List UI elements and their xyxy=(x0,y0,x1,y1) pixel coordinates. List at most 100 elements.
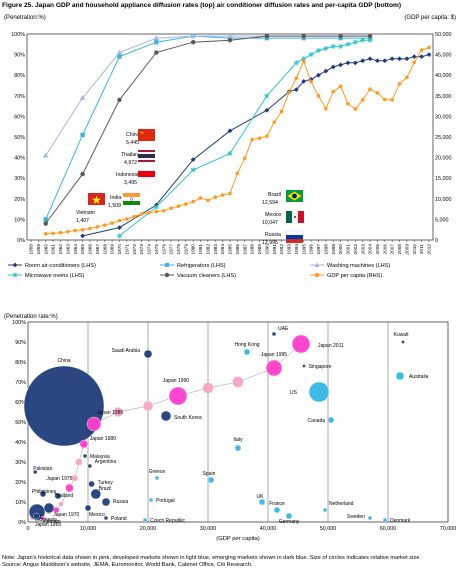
point-gdp-per-capita xyxy=(220,193,225,197)
point-gdp-per-capita xyxy=(287,90,291,95)
japan-history-bubble xyxy=(142,400,154,412)
bubble-circle xyxy=(271,331,277,337)
point-gdp-per-capita xyxy=(338,84,343,89)
bubble-label: Australia xyxy=(409,374,429,380)
bubble-circle xyxy=(207,476,215,484)
bubble-label: Vietnam xyxy=(42,519,60,525)
mexico-flag-icon xyxy=(286,211,304,223)
point-gdp-per-capita xyxy=(66,229,70,234)
bubble-circle xyxy=(79,439,89,449)
point-gdp-per-capita xyxy=(132,214,136,219)
bubble-canada: Canada xyxy=(307,416,335,424)
point-gdp-per-capita xyxy=(80,227,85,232)
series-washing-machines xyxy=(42,33,373,158)
point-gdp-per-capita xyxy=(331,89,335,94)
y-tick-label: 10% xyxy=(15,500,26,506)
bubble-south-korea: South Korea xyxy=(160,410,202,422)
bubble-brazil: Brazil xyxy=(90,486,111,500)
note-text: Note: Japan's historical data shown in p… xyxy=(2,555,422,561)
x-tick-label: 0 xyxy=(27,526,30,532)
y-tick-label: 40% xyxy=(15,440,26,446)
point-gdp-per-capita xyxy=(316,94,321,98)
x-tick-label: 30,000 xyxy=(200,526,217,532)
bubble-label: Malaysia xyxy=(90,454,110,460)
point-gdp-per-capita xyxy=(102,223,107,227)
annotation-mexico-value: 10,047 xyxy=(262,220,278,226)
x-tick-label: 10,000 xyxy=(80,526,97,532)
x-tick-label: 1975 xyxy=(154,244,159,255)
x-tick-label: 2011 xyxy=(419,244,424,254)
left-tick-label: 90% xyxy=(14,53,25,59)
x-tick-label: 1973 xyxy=(139,244,144,255)
x-tick-label: 1986 xyxy=(235,244,240,255)
point-microwave-ovens xyxy=(293,60,299,66)
top-series-group xyxy=(42,33,432,239)
point-gdp-per-capita xyxy=(324,106,328,111)
bubble-argentina: Argentina xyxy=(87,459,117,469)
point-gdp-per-capita xyxy=(213,195,218,199)
bubble-circle xyxy=(33,512,40,520)
point-washing-machines xyxy=(116,49,123,55)
point-gdp-per-capita xyxy=(161,208,166,213)
point-gdp-per-capita xyxy=(309,79,313,84)
point-gdp-per-capita xyxy=(139,212,144,216)
bubble-circle xyxy=(302,364,306,368)
bubble-circle xyxy=(160,410,172,422)
india-flag-icon xyxy=(123,193,140,205)
bubble-label: Turkey xyxy=(98,480,114,486)
point-refrigerators xyxy=(43,217,48,222)
legend-refrigerators-label: Refrigerators (LHS) xyxy=(177,263,226,269)
bubble-germany: Germany xyxy=(279,512,300,525)
annotation-brazil: Brazil 12,594 xyxy=(262,190,303,206)
x-tick-label: 1960 xyxy=(43,244,48,255)
top-left-ticks: 0% 10% 20% 30% 40% 50% 60% 70% 80% 90% 100% xyxy=(11,32,25,244)
x-tick-label: 2002 xyxy=(353,244,358,255)
point-gdp-per-capita xyxy=(412,60,417,65)
bubble-thailand: Thailand xyxy=(54,492,73,500)
x-tick-label: 2012 xyxy=(427,244,432,255)
point-vacuum-cleaners xyxy=(301,33,306,39)
point-washing-machines xyxy=(153,35,160,41)
japan-history-bubble xyxy=(202,382,214,394)
point-vacuum-cleaners xyxy=(43,221,48,226)
bubble-circle xyxy=(86,416,102,432)
bubble-label: Japan 1975 xyxy=(46,476,72,482)
point-microwave-ovens xyxy=(227,150,233,157)
bubble-turkey: Turkey xyxy=(88,480,114,488)
bubble-label: Japan 2011 xyxy=(318,343,344,349)
x-tick-label: 1966 xyxy=(88,244,93,255)
bubble-pakistan: Pakistan xyxy=(33,466,53,475)
bubble-japan-1965: Japan 1965 xyxy=(35,515,61,528)
point-gdp-per-capita xyxy=(51,231,55,236)
bubble-circle xyxy=(65,483,74,493)
bubble-hong-kong: Hong Kong xyxy=(234,342,260,356)
point-room-ac xyxy=(404,56,410,62)
bubble-label: Pakistan xyxy=(33,466,52,472)
left-tick-label: 10% xyxy=(14,217,25,223)
point-vacuum-cleaners xyxy=(190,40,196,45)
point-gdp-per-capita xyxy=(191,199,195,204)
x-tick-label: 1970 xyxy=(117,244,122,255)
point-microwave-ovens xyxy=(352,39,358,45)
annotation-china-value: 5,445 xyxy=(126,140,139,146)
point-gdp-per-capita xyxy=(125,217,129,221)
right-tick-label: 30,000 xyxy=(435,114,452,120)
bubble-circle xyxy=(82,453,88,459)
series-vacuum-cleaners xyxy=(43,33,373,226)
bubble-label: Japan 1985 xyxy=(97,410,123,416)
point-gdp-per-capita xyxy=(405,75,409,80)
point-gdp-per-capita xyxy=(279,109,284,114)
x-tick-label: 1993 xyxy=(287,244,292,255)
series-line-refrigerators xyxy=(45,35,370,220)
y-tick-label: 90% xyxy=(15,340,26,346)
point-room-ac xyxy=(382,58,388,64)
bubble-label: Argentina xyxy=(95,459,117,465)
point-room-ac xyxy=(411,54,417,60)
point-room-ac xyxy=(360,58,366,64)
bubble-indonesia: Indonesia xyxy=(35,502,57,523)
annotation-russia-value: 12,995 xyxy=(262,240,278,246)
bubble-japan-1990: Japan 1990 xyxy=(163,378,189,406)
bubble-label: Thailand xyxy=(54,493,73,499)
point-washing-machines xyxy=(227,33,233,39)
x-tick-label: 1985 xyxy=(228,244,233,255)
